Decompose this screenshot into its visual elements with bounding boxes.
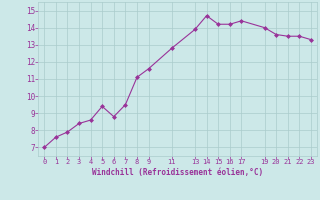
X-axis label: Windchill (Refroidissement éolien,°C): Windchill (Refroidissement éolien,°C): [92, 168, 263, 177]
